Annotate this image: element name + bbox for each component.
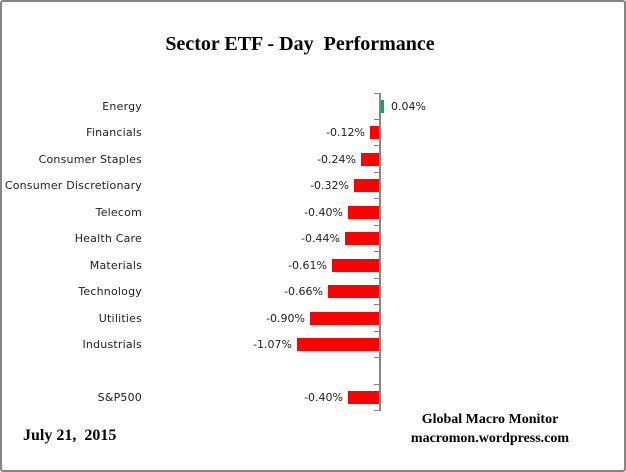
value-label: 0.04% xyxy=(391,99,426,113)
category-label: Telecom xyxy=(95,205,142,219)
bar-materials xyxy=(332,258,379,272)
value-label: -0.66% xyxy=(284,285,323,299)
value-label: -0.40% xyxy=(304,205,343,219)
bar-financials xyxy=(370,126,379,140)
value-label: -0.44% xyxy=(301,232,340,246)
value-label: -0.90% xyxy=(266,311,305,325)
value-label: -0.61% xyxy=(288,258,327,272)
category-label: Consumer Discretionary xyxy=(4,179,142,193)
axis-tick xyxy=(374,331,379,332)
bar-consumer-staples xyxy=(361,152,379,166)
axis-tick xyxy=(374,304,379,305)
axis-tick xyxy=(374,145,379,146)
value-label: -0.24% xyxy=(317,152,356,166)
category-label: Technology xyxy=(78,285,142,299)
value-label: -0.12% xyxy=(326,126,365,140)
brand-url: macromon.wordpress.com xyxy=(410,431,570,446)
category-label: Materials xyxy=(89,258,142,272)
axis-tick xyxy=(374,251,379,252)
bar-health-care xyxy=(345,232,379,246)
category-label: Health Care xyxy=(74,232,142,246)
axis-tick xyxy=(374,278,379,279)
category-label xyxy=(2,358,142,385)
category-label: S&P500 xyxy=(97,391,142,405)
category-axis xyxy=(379,93,381,411)
bar-energy xyxy=(381,99,384,113)
axis-tick xyxy=(374,410,379,411)
bar-telecom xyxy=(348,205,379,219)
axis-tick xyxy=(374,119,379,120)
brand-name: Global Macro Monitor xyxy=(421,412,559,427)
bar-s-p500 xyxy=(348,391,379,405)
date-note: July 21, 2015 xyxy=(23,427,117,444)
bar-industrials xyxy=(297,338,379,352)
category-label: Consumer Staples xyxy=(38,152,142,166)
chart-title: Sector ETF - Day Performance xyxy=(165,33,435,55)
bar-utilities xyxy=(310,311,379,325)
value-label: -0.40% xyxy=(304,391,343,405)
category-label: Utilities xyxy=(98,311,142,325)
category-label: Financials xyxy=(86,126,142,140)
category-label: Energy xyxy=(102,99,142,113)
value-label: -1.07% xyxy=(253,338,292,352)
axis-tick xyxy=(374,198,379,199)
category-label: Industrials xyxy=(82,338,142,352)
axis-tick xyxy=(374,93,379,94)
bar-consumer-discretionary xyxy=(354,179,379,193)
axis-tick xyxy=(374,172,379,173)
axis-tick xyxy=(374,384,379,385)
axis-tick xyxy=(374,357,379,358)
brand-block: Global Macro Monitor macromon.wordpress.… xyxy=(384,410,596,448)
bar-technology xyxy=(328,285,379,299)
plot-area: Energy 0.04% Financials -0.12% Consumer Stap… xyxy=(2,93,624,413)
axis-tick xyxy=(374,225,379,226)
value-label: -0.32% xyxy=(310,179,349,193)
